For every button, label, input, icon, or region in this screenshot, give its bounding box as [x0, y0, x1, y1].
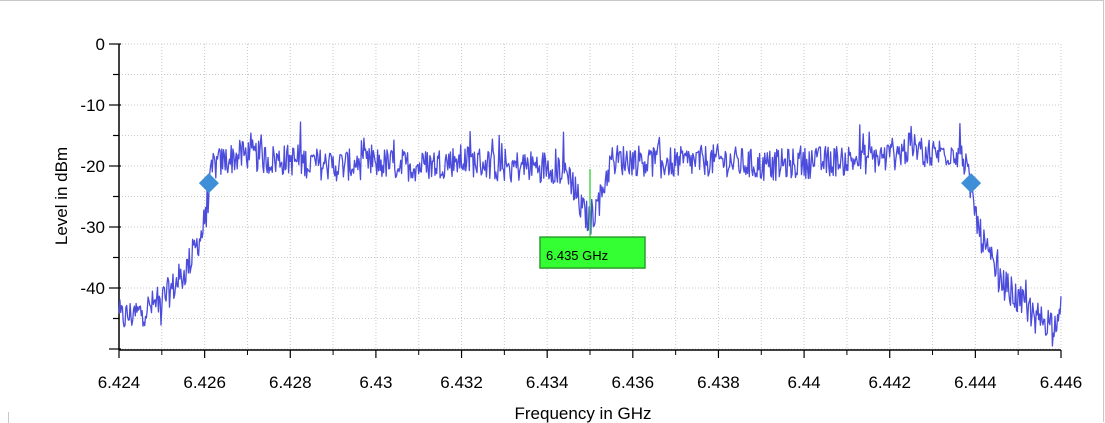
- x-tick-label: 6.428: [269, 373, 312, 392]
- marker-layer: [198, 173, 982, 194]
- y-tick-label: -10: [80, 96, 105, 115]
- band-edge-marker: [961, 173, 982, 194]
- frequency-marker-label: 6.435 GHz: [546, 248, 608, 263]
- x-tick-label: 6.434: [526, 373, 569, 392]
- x-tick-label: 6.442: [868, 373, 911, 392]
- y-axis-title: Level in dBm: [52, 147, 71, 245]
- y-tick-label: -20: [80, 157, 105, 176]
- x-tick-label: 6.438: [697, 373, 740, 392]
- frame-corner-mark: [0, 412, 9, 423]
- axes: 6.424 6.426 6.428 6.43 6.432 6.434 6.436 6.438 6…: [80, 35, 1082, 392]
- x-tick-label: 6.444: [954, 373, 997, 392]
- x-tick-label: 6.426: [183, 373, 226, 392]
- x-tick-label: 6.43: [359, 373, 392, 392]
- frequency-marker-box: [539, 236, 646, 269]
- y-tick-label: 0: [96, 35, 105, 54]
- annotation-layer: 6.435 GHz: [539, 169, 646, 269]
- x-tick-label: 6.424: [98, 373, 141, 392]
- x-tick-label: 6.44: [788, 373, 821, 392]
- x-tick-label: 6.446: [1040, 373, 1083, 392]
- x-axis-title: Frequency in GHz: [515, 404, 652, 423]
- y-tick-label: -40: [80, 279, 105, 298]
- y-tick-label: -30: [80, 218, 105, 237]
- band-edge-marker: [198, 173, 219, 194]
- x-tick-label: 6.436: [612, 373, 655, 392]
- x-tick-label: 6.432: [440, 373, 483, 392]
